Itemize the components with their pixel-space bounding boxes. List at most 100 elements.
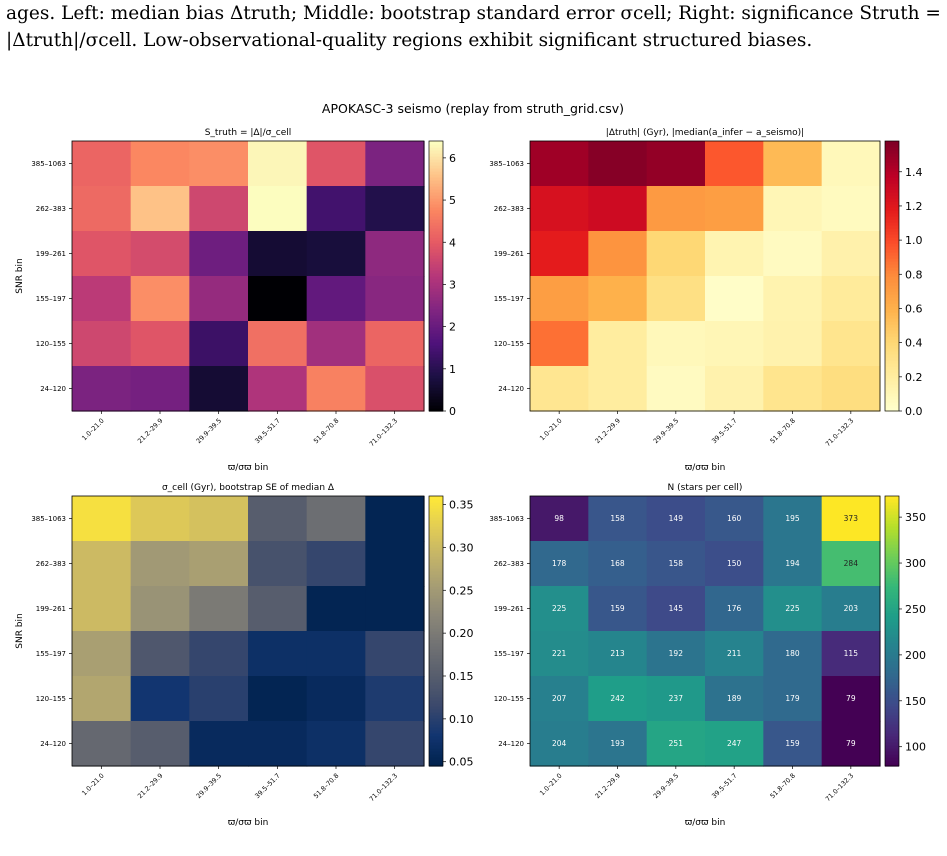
heatmap-cell: [189, 141, 249, 187]
cell-annotation: 176: [727, 604, 742, 613]
colorbar-swatch: [429, 306, 443, 310]
cell-annotation: 207: [552, 694, 567, 703]
x-tick-label: 71.0–132.3: [368, 772, 399, 803]
colorbar-swatch: [429, 589, 443, 593]
heatmap-cell: [646, 231, 706, 277]
colorbar-swatch: [885, 390, 899, 394]
heatmap-cell: [821, 366, 881, 412]
colorbar-swatch: [885, 300, 899, 304]
colorbar-swatch: [885, 174, 899, 178]
heatmap-cell: [130, 231, 190, 277]
colorbar-swatch: [429, 574, 443, 578]
heatmap-cell: [72, 541, 132, 587]
colorbar-swatch: [429, 652, 443, 656]
heatmap-cell: [130, 676, 190, 722]
y-axis-label: SNR bin: [15, 258, 25, 293]
x-tick-label: 21.2–29.9: [593, 772, 621, 800]
cell-annotation: 158: [669, 559, 684, 568]
cell-annotation: 237: [669, 694, 684, 703]
colorbar-tick-label: 0.0: [905, 405, 923, 418]
heatmap-cell: [821, 186, 881, 232]
heatmap-cell: [72, 586, 132, 632]
cell-annotation: 193: [610, 739, 625, 748]
heatmap-cell: [705, 141, 764, 187]
heatmap-cell: [130, 366, 190, 412]
colorbar-swatch: [885, 369, 899, 373]
colorbar-swatch: [885, 297, 899, 301]
colorbar-swatch: [429, 189, 443, 193]
heatmap-cell: [189, 586, 249, 632]
colorbar-swatch: [885, 577, 899, 581]
heatmap-cell: [72, 721, 132, 767]
colorbar-swatch: [429, 637, 443, 641]
colorbar-swatch: [429, 348, 443, 352]
heatmap-cell: [646, 586, 706, 632]
x-tick-label: 29.9–39.5: [195, 772, 223, 800]
heatmap-cell: [705, 231, 764, 277]
x-tick-label: 21.2–29.9: [136, 772, 164, 800]
colorbar-swatch: [429, 508, 443, 512]
heatmap-cell: [130, 321, 190, 367]
colorbar-swatch: [885, 757, 899, 761]
colorbar-swatch: [885, 198, 899, 202]
heatmap-cell: [130, 541, 190, 587]
y-tick-label: 262–383: [494, 560, 524, 568]
colorbar-swatch: [885, 405, 899, 409]
colorbar-swatch: [885, 321, 899, 325]
colorbar-swatch: [885, 742, 899, 746]
x-tick-label: 29.9–39.5: [195, 417, 223, 445]
x-tick-label: 39.5–51.7: [710, 772, 738, 800]
heatmap-cell: [365, 676, 425, 722]
x-tick-label: 1.0–21.0: [80, 417, 106, 443]
heatmap-cell: [248, 586, 308, 632]
colorbar-swatch: [429, 291, 443, 295]
y-tick-label: 199–261: [494, 605, 524, 613]
x-tick-label: 51.8–70.8: [312, 417, 340, 445]
x-tick-label: 51.8–70.8: [312, 772, 340, 800]
colorbar-swatch: [885, 372, 899, 376]
colorbar-tick-label: 2: [449, 321, 456, 334]
y-tick-label: 120–155: [36, 695, 66, 703]
cell-annotation: 247: [727, 739, 742, 748]
cell-annotation: 189: [727, 694, 742, 703]
colorbar-swatch: [429, 192, 443, 196]
x-tick-label: 39.5–51.7: [253, 772, 281, 800]
heatmap-cell: [705, 366, 764, 412]
colorbar-swatch: [885, 601, 899, 605]
colorbar-swatch: [885, 619, 899, 623]
y-tick-label: 262–383: [494, 205, 524, 213]
colorbar-swatch: [885, 496, 899, 500]
colorbar-swatch: [885, 607, 899, 611]
heatmap-cell: [588, 721, 648, 767]
heatmap-cell: [189, 631, 249, 677]
colorbar-swatch: [429, 402, 443, 406]
cell-annotation: 150: [727, 559, 742, 568]
heatmap-cell: [365, 321, 425, 367]
heatmap-cell: [646, 541, 706, 587]
cell-annotation: 159: [785, 739, 800, 748]
heatmap-cell: [821, 676, 881, 722]
colorbar-swatch: [885, 547, 899, 551]
colorbar-swatch: [429, 219, 443, 223]
heatmap-cell: [248, 321, 308, 367]
y-tick-label: 155–197: [36, 295, 66, 303]
colorbar-swatch: [885, 303, 899, 307]
x-tick-label: 51.8–70.8: [768, 417, 796, 445]
colorbar-swatch: [429, 279, 443, 283]
colorbar-swatch: [429, 694, 443, 698]
colorbar-swatch: [429, 550, 443, 554]
heatmap-cell: [365, 721, 425, 767]
colorbar-swatch: [429, 520, 443, 524]
heatmap-cell: [72, 631, 132, 677]
x-tick-label: 71.0–132.3: [824, 417, 855, 448]
colorbar-swatch: [429, 532, 443, 536]
colorbar-swatch: [429, 607, 443, 611]
colorbar-swatch: [885, 327, 899, 331]
plot-frame: [71, 495, 425, 767]
colorbar-swatch: [429, 553, 443, 557]
colorbar-swatch: [429, 336, 443, 340]
colorbar-swatch: [429, 243, 443, 247]
colorbar-swatch: [885, 141, 899, 145]
heatmap-cell: [189, 721, 249, 767]
panel-title: N (stars per cell): [668, 483, 743, 493]
